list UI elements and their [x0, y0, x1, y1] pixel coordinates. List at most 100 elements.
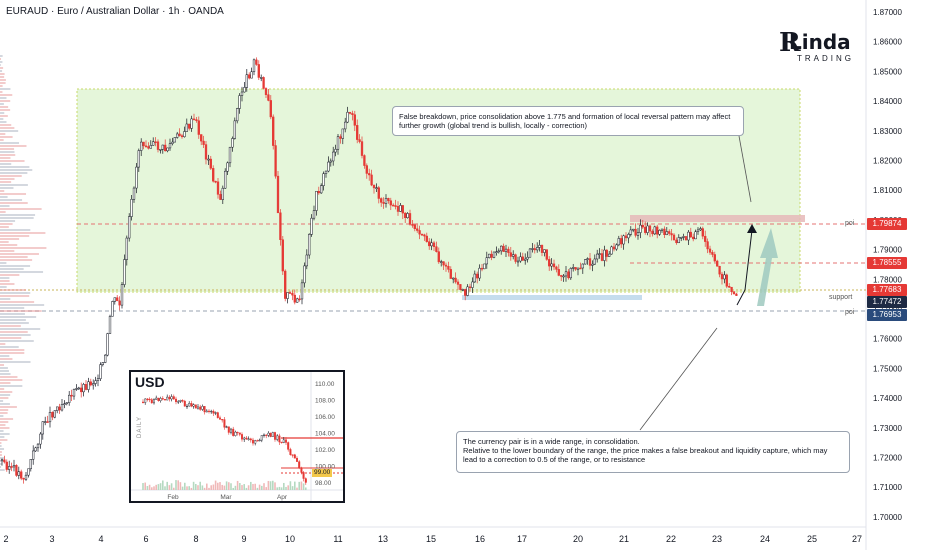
- big-projection-arrow: [757, 228, 778, 306]
- candle-body: [608, 253, 611, 257]
- bottom-annotation[interactable]: The currency pair is in a wide range, in…: [456, 431, 850, 473]
- volume-profile-bar: [0, 292, 31, 294]
- candle-body: [272, 116, 275, 146]
- volume-profile-bar: [0, 106, 9, 108]
- volume-profile-bar: [0, 358, 13, 360]
- candle-body: [713, 254, 716, 262]
- candle-body: [396, 206, 400, 212]
- inset-volume-bar: [294, 481, 296, 490]
- volume-profile-bar: [0, 97, 7, 99]
- candle-body: [617, 238, 620, 246]
- volume-profile-bar: [0, 103, 4, 105]
- volume-profile-bar: [0, 439, 8, 441]
- candle-body: [387, 197, 390, 201]
- volume-profile-bar: [0, 325, 21, 327]
- candle-body: [212, 168, 215, 182]
- candle-body: [514, 254, 517, 262]
- volume-profile-bar: [0, 214, 36, 216]
- volume-profile-bar: [0, 58, 1, 60]
- inset-candle-body: [186, 405, 189, 408]
- volume-profile-bar: [0, 76, 5, 78]
- inset-candle-body: [181, 400, 184, 402]
- inset-candle-body: [262, 434, 265, 436]
- inset-candle-body: [150, 399, 153, 404]
- candle-body: [106, 333, 109, 356]
- candle-body: [545, 249, 548, 260]
- candle-body: [137, 150, 140, 168]
- candle-body: [648, 225, 652, 232]
- usd-inset-chart[interactable]: 110.00 108.00 106.00 104.00 102.00 100.00 98.0…: [129, 370, 345, 503]
- inset-volume-bar: [210, 485, 212, 490]
- inset-candle-body: [179, 400, 182, 402]
- candle-body: [730, 286, 733, 292]
- candle-body: [231, 138, 234, 148]
- candle-body: [519, 256, 522, 262]
- candle-body: [490, 253, 493, 258]
- candle-body: [449, 269, 452, 279]
- candle-body: [593, 258, 596, 265]
- inset-volume-bar: [232, 487, 234, 490]
- resistance-zone: [630, 215, 805, 222]
- candle-body: [77, 387, 80, 390]
- inset-candle-body: [177, 401, 180, 403]
- candle-body: [135, 166, 138, 189]
- candle-body: [732, 291, 736, 295]
- candle-body: [113, 297, 116, 302]
- top-callout-pointer: [738, 135, 752, 203]
- inset-candle-body: [282, 439, 285, 443]
- inset-candle-body: [258, 439, 261, 442]
- inset-volume-bar: [265, 487, 267, 490]
- inset-candle-body: [183, 400, 186, 407]
- candle-body: [665, 231, 668, 235]
- candle-body: [725, 274, 728, 287]
- candle-body: [149, 145, 152, 149]
- logo-main-text: Linda: [789, 30, 851, 54]
- volume-profile-bar: [0, 190, 5, 192]
- volume-profile-bar: [0, 277, 10, 279]
- inset-volume-bar: [144, 482, 146, 490]
- inset-candle-body: [172, 396, 175, 400]
- candle-body: [329, 160, 332, 163]
- inset-candle-body: [254, 440, 257, 444]
- candle-body: [476, 273, 479, 279]
- candle-body: [632, 228, 635, 231]
- candle-body: [166, 147, 169, 152]
- inset-volume-bar: [197, 485, 199, 490]
- candle-body: [699, 228, 702, 231]
- inset-price-tag: 99.00: [312, 469, 333, 477]
- candle-body: [444, 264, 448, 267]
- inset-volume-bar: [206, 483, 208, 490]
- candle-body: [416, 228, 419, 231]
- inset-volume-bar: [199, 481, 201, 490]
- volume-profile-bar: [0, 349, 25, 351]
- volume-profile-bar: [0, 82, 6, 84]
- top-annotation[interactable]: False breakdown, price consolidation abo…: [392, 106, 744, 136]
- current-price-tag: 1.77472: [867, 296, 907, 308]
- candle-body: [324, 170, 328, 174]
- inset-candle-body: [256, 440, 259, 442]
- candle-body: [720, 273, 724, 280]
- candle-body: [209, 158, 212, 169]
- volume-profile-bar: [0, 205, 10, 207]
- inset-candle-body: [153, 399, 156, 404]
- candle-body: [711, 252, 714, 255]
- inset-volume-bar: [278, 486, 281, 490]
- inset-candle-body: [276, 435, 279, 440]
- volume-profile-bar: [0, 289, 27, 291]
- inset-volume-bar: [203, 487, 206, 490]
- candle-body: [44, 421, 47, 423]
- price-tick-label: 1.71000: [873, 483, 902, 492]
- candle-body: [183, 131, 186, 138]
- time-tick-label: 2: [3, 534, 8, 544]
- inset-volume-bar: [245, 487, 248, 490]
- candle-body: [142, 141, 145, 147]
- candle-body: [435, 246, 438, 252]
- volume-profile-bar: [0, 388, 5, 390]
- inset-volume-bar: [195, 483, 197, 490]
- volume-profile-bar: [0, 259, 33, 261]
- candle-body: [190, 118, 193, 129]
- candle-body: [68, 394, 71, 403]
- candle-body: [200, 134, 203, 142]
- usd-inset-svg: 110.00 108.00 106.00 104.00 102.00 100.00 98.0…: [131, 372, 343, 501]
